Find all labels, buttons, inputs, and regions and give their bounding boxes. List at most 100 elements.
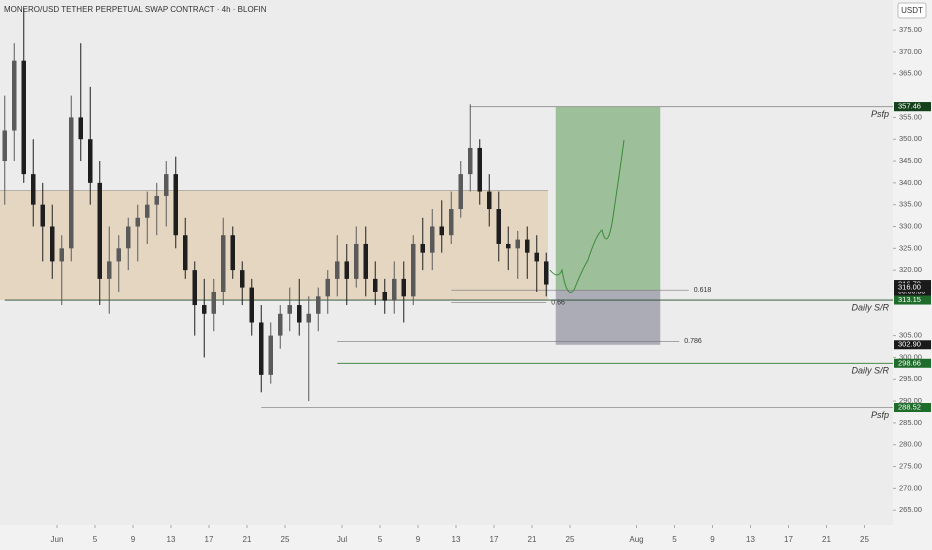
candle-body (430, 226, 435, 253)
candle-body (468, 147, 473, 175)
candle-body (496, 209, 501, 244)
x-tick-label: 13 (452, 535, 461, 544)
level-label: Daily S/R (851, 366, 889, 376)
x-tick-label: 5 (93, 535, 98, 544)
candle-body (12, 60, 17, 131)
candle-body (544, 261, 549, 285)
y-tick-label: 355.00 (899, 112, 922, 121)
y-tick-label: 265.00 (899, 505, 922, 514)
y-tick-label: 270.00 (899, 483, 922, 492)
x-tick-label: 25 (566, 535, 575, 544)
candle-body (183, 235, 188, 271)
candle-body (354, 243, 359, 279)
candle-body (40, 204, 45, 227)
candle-body (202, 305, 207, 314)
candle-body (278, 313, 283, 336)
currency-box[interactable] (897, 2, 927, 19)
candle-body (363, 243, 368, 279)
candle-body (401, 278, 406, 297)
candle-body (297, 305, 302, 323)
candle-body (59, 248, 64, 262)
candle-body (249, 287, 254, 323)
y-tick-label: 305.00 (899, 331, 922, 340)
candle-body (392, 278, 397, 301)
candle-body (154, 195, 159, 205)
price-badge-label: 313.15 (898, 295, 921, 304)
candle-body (50, 226, 55, 262)
price-badge (894, 358, 931, 368)
candle-body (449, 209, 454, 236)
y-tick-label: 290.00 (899, 396, 922, 405)
projection (549, 139, 625, 293)
candle-body (411, 243, 416, 297)
candle-body (534, 252, 539, 262)
candle-body (173, 174, 178, 236)
candle-body (515, 239, 520, 249)
chart-title: MONERO/USD TETHER PERPETUAL SWAP CONTRAC… (4, 5, 267, 14)
time-axis (0, 525, 893, 550)
x-tick-label: 9 (710, 535, 715, 544)
level-label: Daily S/R (851, 302, 889, 312)
price-badge (894, 283, 931, 293)
candle-body (525, 239, 530, 253)
candle-body (97, 182, 102, 279)
candle-body (335, 261, 340, 279)
x-tick-label: 13 (746, 535, 755, 544)
plot: Psfp Daily S/R Daily S/R Psfp 0.618 0.66 0.786 (0, 8, 893, 420)
level-label: Psfp (871, 109, 889, 119)
y-tick-label: 365.00 (899, 69, 922, 78)
target-box (555, 106, 661, 291)
axes: 375.00 370.00 365.00 355.00 350.00 345.00 340.… (51, 25, 931, 544)
candle-body (477, 147, 482, 192)
candle-body (135, 217, 140, 227)
currency: USDT (901, 6, 923, 15)
y-tick-label: 280.00 (899, 440, 922, 449)
price-badge-label: 298.66 (898, 358, 921, 367)
level-label: Psfp (871, 410, 889, 420)
y-tick-label: 350.00 (899, 134, 922, 143)
candle-body (78, 117, 83, 140)
y-tick-label: 275.00 (899, 462, 922, 471)
candle-body (487, 191, 492, 210)
candle-body (316, 296, 321, 314)
y-tick-label: 335.00 (899, 200, 922, 209)
price-badge (894, 340, 931, 350)
y-tick-label: 285.00 (899, 418, 922, 427)
price-badge (894, 403, 931, 413)
x-tick-label: 5 (672, 535, 677, 544)
candle-body (506, 243, 511, 249)
x-tick-label: 13 (167, 535, 176, 544)
x-tick-label: 21 (243, 535, 252, 544)
y-tick-label: 345.00 (899, 156, 922, 165)
x-tick-label: Aug (629, 535, 643, 544)
candle-body (21, 60, 26, 175)
candle-body (192, 270, 197, 306)
candle-body (221, 235, 226, 292)
x-tick-label: 21 (822, 535, 831, 544)
candle-body (31, 174, 36, 205)
x-tick-label: 5 (378, 535, 383, 544)
price-badge-label: 302.90 (898, 340, 921, 349)
x-tick-label: 17 (784, 535, 793, 544)
price-badge (894, 102, 931, 112)
candle-body (287, 305, 292, 314)
y-tick-label: 295.00 (899, 374, 922, 383)
candle-body (164, 174, 169, 196)
x-tick-label: 21 (528, 535, 537, 544)
candle-body (306, 313, 311, 323)
range-zone (0, 190, 548, 301)
candle-body (420, 243, 425, 253)
candle-body (230, 235, 235, 271)
x-tick-label: Jun (51, 535, 64, 544)
x-tick-label: 17 (205, 535, 214, 544)
stop-box (555, 290, 661, 345)
x-tick-label: Jul (337, 535, 347, 544)
price-axis (893, 0, 932, 550)
x-tick-label: 9 (131, 535, 136, 544)
candle-body (344, 261, 349, 279)
candle-body (382, 291, 387, 301)
price-badge-label: 288.52 (898, 403, 921, 412)
candle-body (325, 278, 330, 297)
y-tick-label: 375.00 (899, 25, 922, 34)
candle-body (211, 291, 216, 314)
